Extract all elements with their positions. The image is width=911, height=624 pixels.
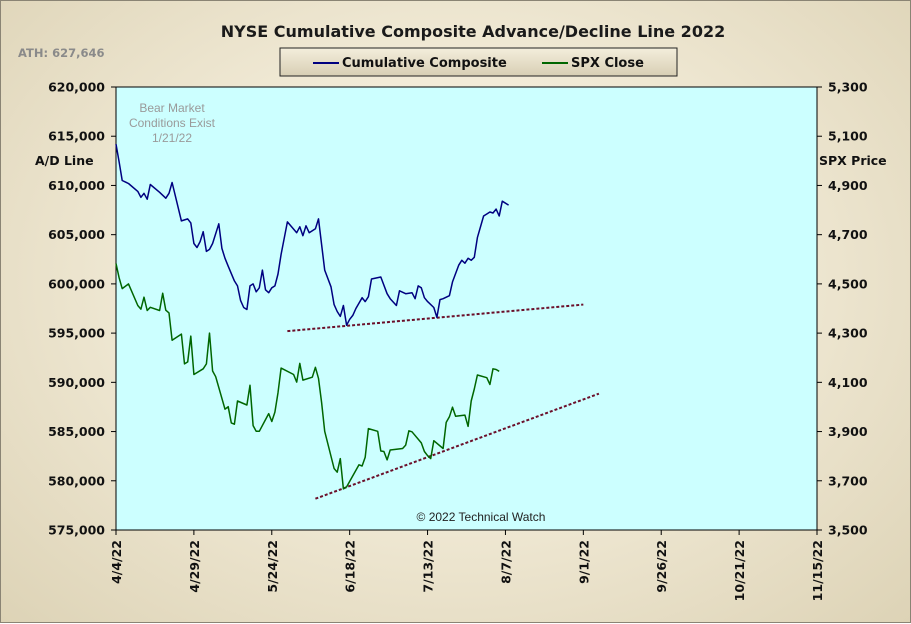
y-tick-label-right: 4,100 <box>828 375 868 390</box>
y-tick-label-left: 575,000 <box>48 523 105 538</box>
annotation-line-2: Conditions Exist <box>129 116 216 130</box>
series-line-cumulative-composite <box>115 143 509 326</box>
y-tick-label-left: 585,000 <box>48 424 105 439</box>
y-axis-label-left: A/D Line <box>35 153 94 168</box>
y-tick-label-right: 4,700 <box>828 227 868 242</box>
y-tick-label-left: 595,000 <box>48 326 105 341</box>
legend-label-ad: Cumulative Composite <box>342 56 507 71</box>
x-tick-label: 4/29/22 <box>187 540 202 593</box>
y-tick-label-left: 615,000 <box>48 129 105 144</box>
copyright-note: © 2022 Technical Watch <box>417 510 546 524</box>
y-tick-label-right: 4,300 <box>828 326 868 341</box>
y-tick-label-right: 5,100 <box>828 129 868 144</box>
x-tick-label: 10/21/22 <box>732 540 747 601</box>
y-tick-label-left: 620,000 <box>48 80 105 95</box>
x-tick-label: 7/13/22 <box>421 540 436 593</box>
x-tick-label: 9/26/22 <box>654 540 669 593</box>
y-tick-label-left: 600,000 <box>48 276 105 291</box>
y-tick-label-left: 590,000 <box>48 375 105 390</box>
ath-note: ATH: 627,646 <box>18 46 104 60</box>
x-tick-label: 6/18/22 <box>343 540 358 593</box>
trendlines <box>287 303 600 500</box>
x-tick-label: 8/7/22 <box>498 540 513 584</box>
legend-label-spx: SPX Close <box>571 56 644 71</box>
y-tick-label-left: 605,000 <box>48 227 105 242</box>
x-tick-label: 5/24/22 <box>265 540 280 593</box>
annotation-line-1: Bear Market <box>139 101 205 115</box>
bear-market-note: Bear Market Conditions Exist 1/21/22 <box>129 101 216 145</box>
legend-box <box>279 47 678 77</box>
trendline-right <box>315 392 600 500</box>
y-tick-label-right: 5,300 <box>828 80 868 95</box>
plot-area <box>115 86 818 531</box>
y-tick-label-right: 3,500 <box>828 523 868 538</box>
trendline-left <box>287 303 584 333</box>
y-axis-label-right: SPX Price <box>819 153 887 168</box>
x-tick-label: 9/1/22 <box>576 540 591 584</box>
y-tick-label-right: 4,500 <box>828 276 868 291</box>
y-tick-label-left: 610,000 <box>48 178 105 193</box>
y-tick-label-right: 3,700 <box>828 473 868 488</box>
axes: 620,000 5,300 615,000 5,100 610,000 4,900 605,… <box>48 80 868 602</box>
series-line-spx-close <box>115 263 500 490</box>
x-tick-label: 11/15/22 <box>810 540 825 601</box>
y-tick-label-left: 580,000 <box>48 473 105 488</box>
annotation-line-3: 1/21/22 <box>152 131 192 145</box>
legend: Cumulative Composite SPX Close <box>279 47 678 77</box>
y-tick-label-right: 3,900 <box>828 424 868 439</box>
chart-title: NYSE Cumulative Composite Advance/Declin… <box>221 22 725 41</box>
y-tick-label-right: 4,900 <box>828 178 868 193</box>
x-tick-label: 4/4/22 <box>109 540 124 584</box>
series-lines <box>115 143 509 490</box>
